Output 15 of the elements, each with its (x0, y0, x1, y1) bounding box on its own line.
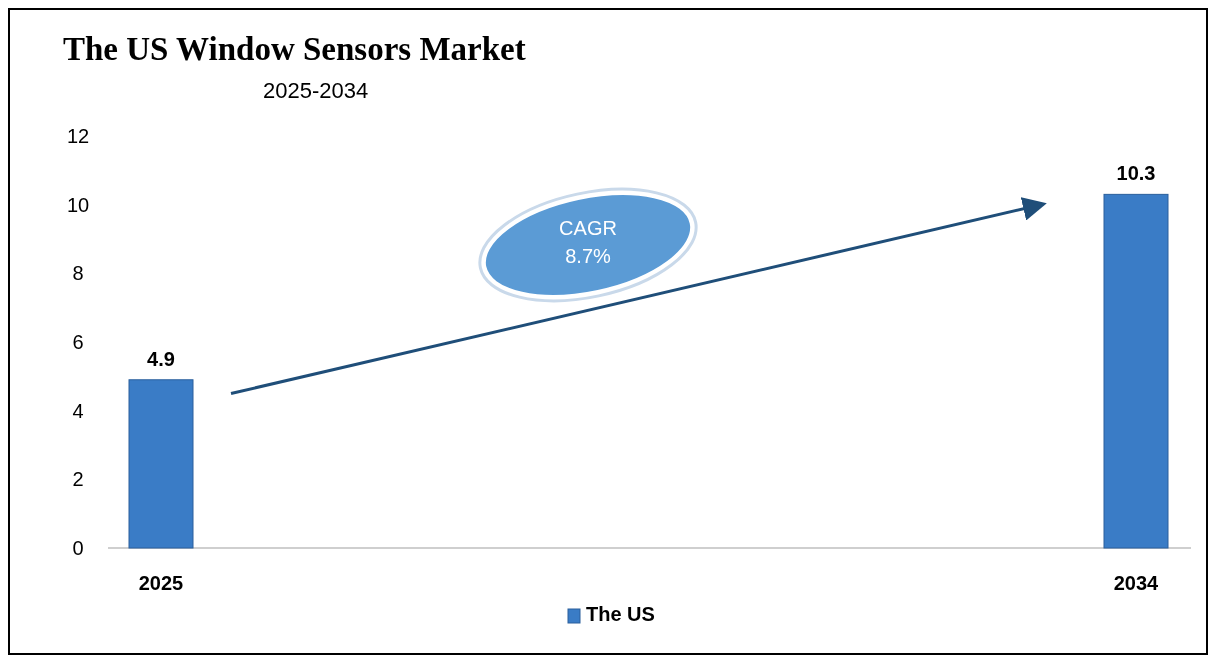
y-tick-label: 0 (72, 537, 84, 559)
y-tick-label: 12 (66, 125, 90, 147)
y-tick-label: 2 (72, 468, 84, 491)
x-tick-label: 2025 (138, 572, 184, 594)
y-tick-label: 6 (72, 331, 84, 353)
data-label: 4.9 (147, 347, 175, 370)
y-tick-label: 4 (72, 399, 84, 422)
x-tick-label: 2034 (1113, 572, 1160, 594)
data-label: 10.3 (1116, 162, 1156, 185)
legend-label: The US (586, 603, 655, 625)
chart-subtitle: 2025-2034 (263, 78, 369, 103)
y-tick-label: 8 (72, 262, 84, 285)
chart-title: The US Window Sensors Market (63, 31, 526, 67)
y-tick-label: 10 (66, 193, 90, 216)
annotation: CAGR 8.7% (559, 217, 617, 267)
